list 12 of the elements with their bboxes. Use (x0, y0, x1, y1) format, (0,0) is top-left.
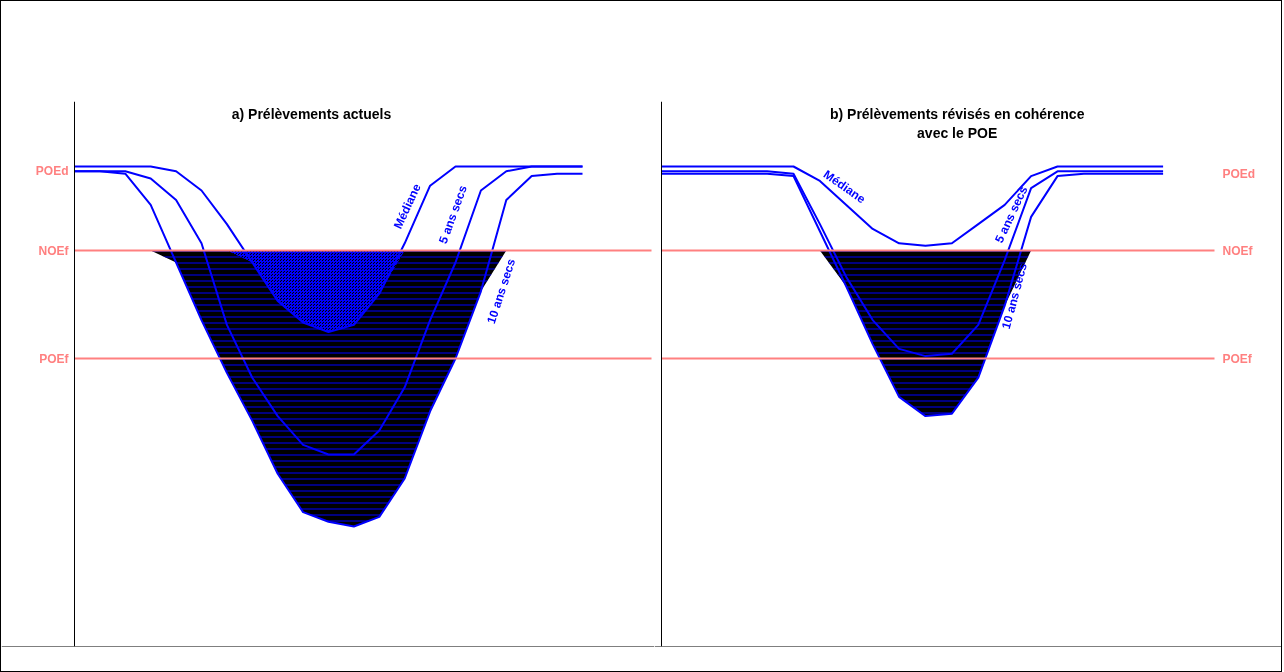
ref-line-label: NOEf (38, 243, 70, 258)
chart-title: a) Prélèvements actuels (231, 105, 392, 122)
text: 5 ans secs (992, 183, 1031, 245)
text: 10 ans secs (998, 261, 1031, 331)
text: 5 ans secs (436, 183, 471, 246)
ref-line-label: POEf (39, 351, 70, 366)
ref-line-label: NOEf (1222, 243, 1254, 258)
annotation: POEd (35, 164, 69, 179)
chart-title: b) Prélèvements révisés en cohérence avec le POE (829, 105, 1085, 141)
text: 10 ans secs (484, 256, 519, 326)
text: POEd (1222, 166, 1256, 181)
ref-line-label: POEf (1222, 351, 1253, 366)
